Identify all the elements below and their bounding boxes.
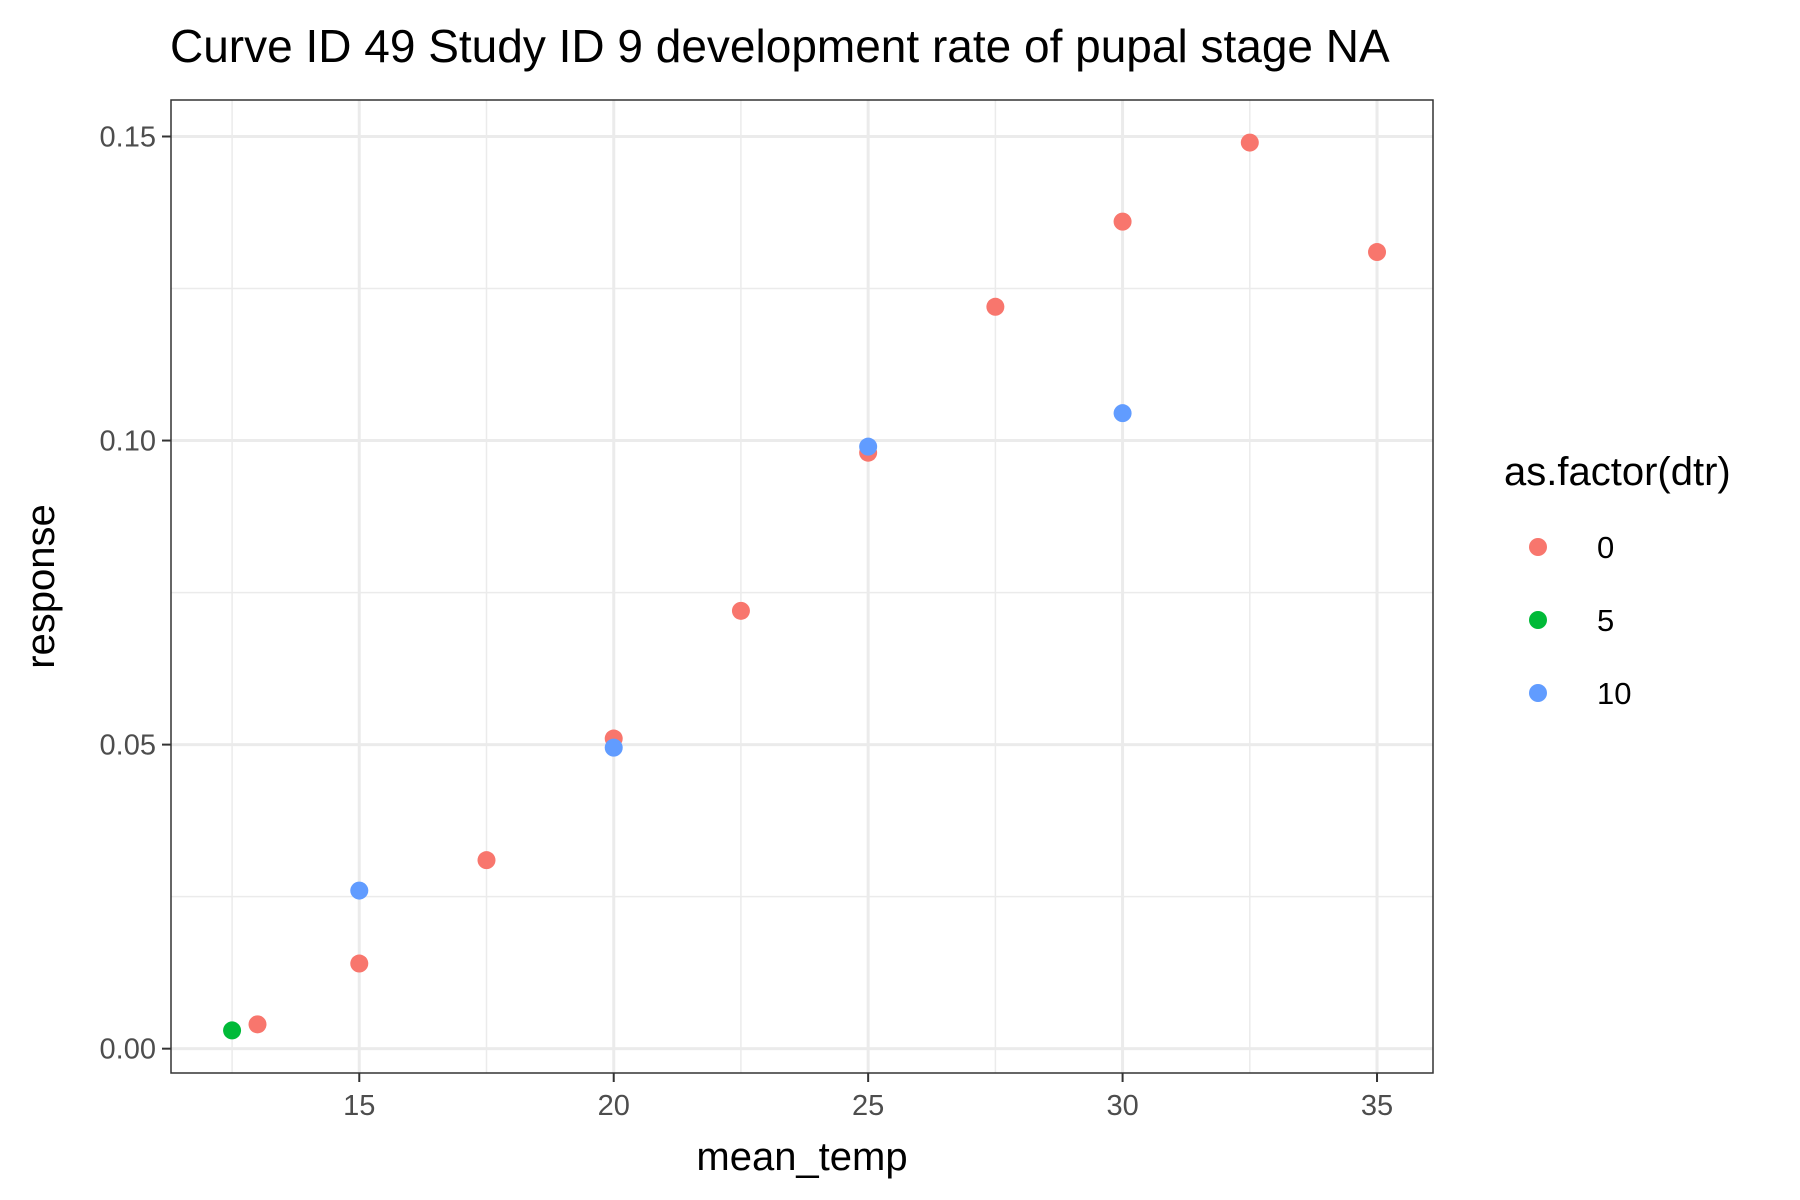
legend-label-dtr-10: 10 xyxy=(1597,676,1631,711)
data-point-dtr-0 xyxy=(731,601,750,620)
data-point-dtr-10 xyxy=(1113,404,1132,423)
legend: as.factor(dtr) 0 5 10 xyxy=(1504,450,1731,711)
x-tick-label: 35 xyxy=(1361,1090,1393,1122)
x-axis-title: mean_temp xyxy=(696,1135,907,1179)
data-point-dtr-10 xyxy=(859,437,878,456)
data-point-dtr-0 xyxy=(1240,133,1259,152)
legend-title: as.factor(dtr) xyxy=(1504,450,1731,494)
plot-panel xyxy=(170,99,1434,1074)
data-point-dtr-10 xyxy=(350,881,369,900)
legend-label-dtr-5: 5 xyxy=(1597,603,1614,638)
x-tick-label: 25 xyxy=(852,1090,884,1122)
panel-border xyxy=(170,99,1434,1074)
data-point-dtr-0 xyxy=(1368,243,1387,262)
chart-title: Curve ID 49 Study ID 9 development rate … xyxy=(170,20,1390,72)
y-axis-title: response xyxy=(19,504,63,669)
panel-background xyxy=(171,100,1433,1073)
x-tick-label: 15 xyxy=(343,1090,375,1122)
minor-gridlines xyxy=(171,100,1433,1073)
data-point-dtr-0 xyxy=(477,851,496,870)
data-point-dtr-10 xyxy=(604,738,623,757)
y-tick-label: 0.15 xyxy=(100,121,156,153)
legend-items: 0 5 10 xyxy=(1529,530,1631,711)
y-tick-label: 0.10 xyxy=(100,426,156,458)
data-point-dtr-0 xyxy=(986,297,1005,316)
y-tick-label: 0.00 xyxy=(100,1034,156,1066)
x-tick-label: 30 xyxy=(1106,1090,1138,1122)
x-tick-label: 20 xyxy=(598,1090,630,1122)
data-point-dtr-0 xyxy=(1113,212,1132,231)
data-point-dtr-0 xyxy=(248,1015,267,1034)
legend-key-dtr-5 xyxy=(1529,611,1547,629)
legend-key-dtr-10 xyxy=(1529,684,1547,702)
data-points xyxy=(223,133,1387,1040)
legend-key-dtr-0 xyxy=(1529,538,1547,556)
legend-label-dtr-0: 0 xyxy=(1597,530,1614,565)
major-gridlines xyxy=(171,100,1433,1073)
data-point-dtr-0 xyxy=(350,954,369,973)
y-axis: 0.00 0.05 0.10 0.15 xyxy=(100,121,171,1066)
y-tick-label: 0.05 xyxy=(100,730,156,762)
x-axis: 15 20 25 30 35 xyxy=(343,1073,1393,1122)
data-point-dtr-5 xyxy=(223,1021,242,1040)
